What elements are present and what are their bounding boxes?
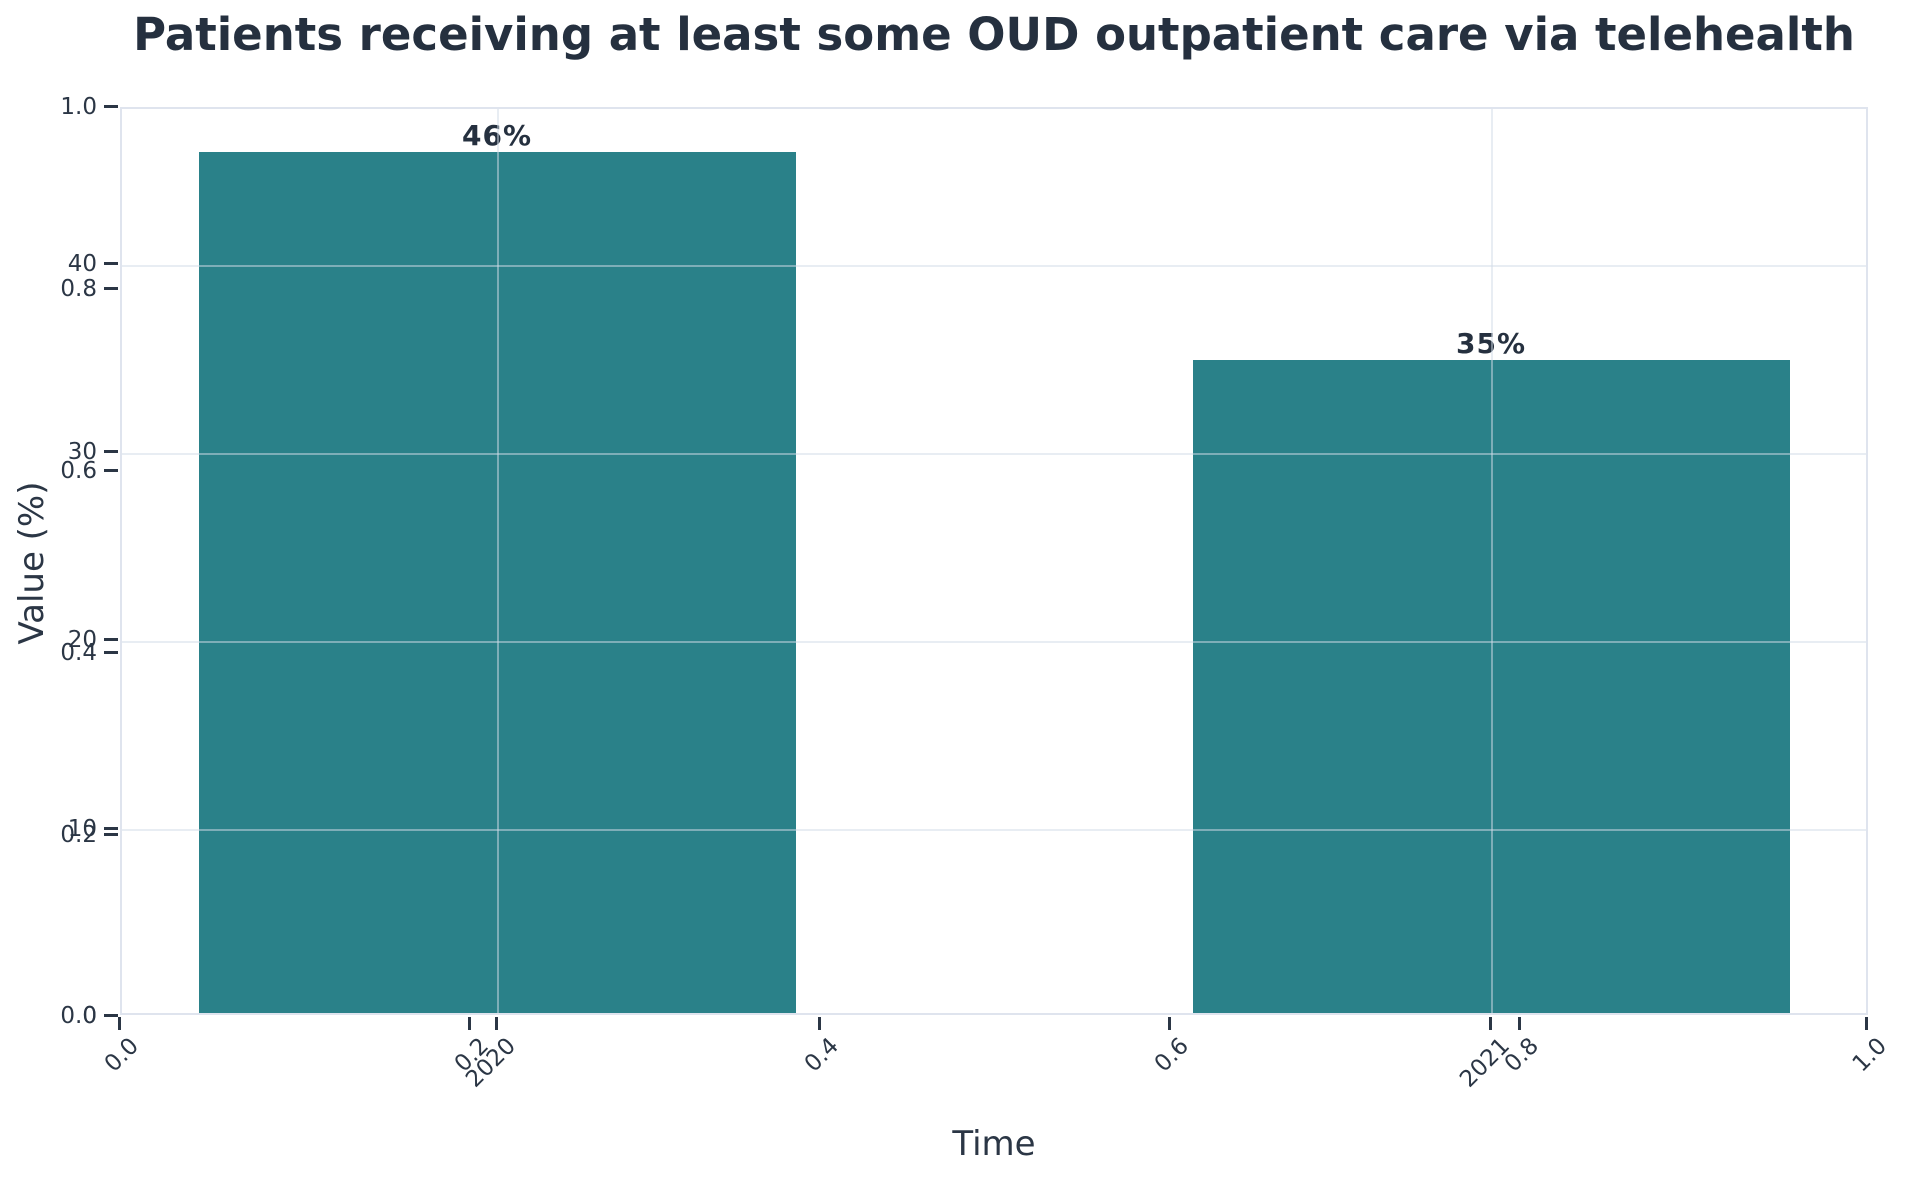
gridline-y-40 [122, 265, 1866, 267]
y-tick-label-0: 0 [82, 1003, 97, 1029]
x-tick-mark-1.0 [1865, 1017, 1868, 1030]
y-tick-label-1.0-overlay: 1.0 [60, 94, 97, 120]
gridline-y-30 [122, 453, 1866, 455]
x-tick-mark-0.8 [1518, 1017, 1521, 1030]
y-tick-label-10: 10 [67, 816, 97, 842]
x-tick-mark-0.6 [1168, 1017, 1171, 1030]
chart-title: Patients receiving at least some OUD out… [133, 8, 1855, 61]
y-tick-mark-0 [104, 1014, 118, 1017]
gridline-x-2021 [1491, 109, 1493, 1013]
y-tick-mark-30 [104, 450, 118, 453]
y-tick-mark-0.4 [104, 651, 118, 654]
x-tick-mark-2021 [1489, 1017, 1492, 1030]
y-tick-mark-20 [104, 638, 118, 641]
y-tick-mark-1.0 [104, 105, 118, 108]
x-tick-label-0.8-overlay: 0.8 [1500, 1033, 1545, 1078]
y-tick-mark-10 [104, 827, 118, 830]
plot-area [120, 107, 1868, 1015]
y-axis-label: Value (%) [12, 481, 52, 645]
y-tick-label-0.8-overlay: 0.8 [60, 276, 97, 302]
y-tick-label-0.4-overlay: 0.4 [60, 640, 97, 666]
gridline-x-2020 [497, 109, 499, 1013]
bar-value-label-2021: 35% [1455, 327, 1527, 360]
y-tick-label-0.6-overlay: 0.6 [60, 458, 97, 484]
x-tick-label-0.0-overlay: 0.0 [100, 1033, 145, 1078]
gridline-y-20 [122, 641, 1866, 643]
y-tick-label-40: 40 [67, 251, 97, 277]
y-tick-label-20: 20 [67, 627, 97, 653]
x-tick-mark-0.0 [118, 1017, 121, 1030]
gridline-y-10 [122, 829, 1866, 831]
bar-value-label-2020: 46% [461, 119, 533, 152]
y-tick-label-0.0-overlay: 0.0 [60, 1003, 97, 1029]
y-tick-mark-0.2 [104, 833, 118, 836]
y-tick-label-30: 30 [67, 439, 97, 465]
y-tick-mark-0.8 [104, 287, 118, 290]
x-tick-label-0.6-overlay: 0.6 [1150, 1033, 1195, 1078]
x-axis-label: Time [952, 1124, 1036, 1164]
x-tick-mark-0.2 [468, 1017, 471, 1030]
y-tick-mark-40 [104, 262, 118, 265]
y-tick-mark-0.6 [104, 469, 118, 472]
x-tick-mark-0.4 [818, 1017, 821, 1030]
y-tick-label-0.2-overlay: 0.2 [60, 822, 97, 848]
x-tick-label-0.4-overlay: 0.4 [800, 1033, 845, 1078]
x-tick-mark-2020 [495, 1017, 498, 1030]
x-tick-label-1.0-overlay: 1.0 [1848, 1033, 1893, 1078]
